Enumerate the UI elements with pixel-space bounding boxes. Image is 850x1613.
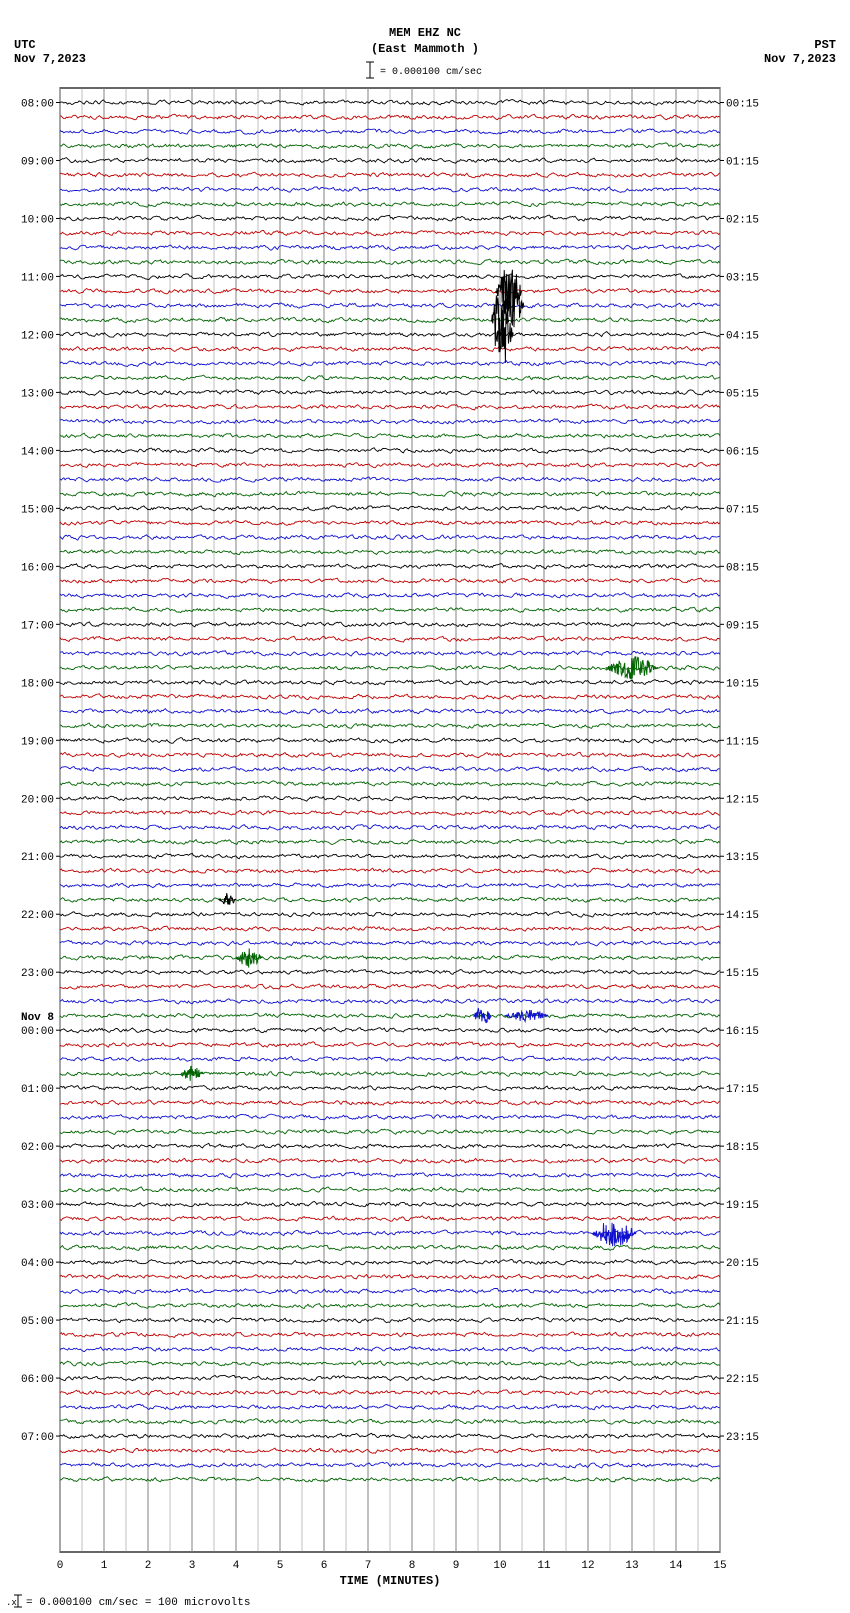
utc-hour-label: 15:00 [21,504,54,516]
utc-hour-label: 20:00 [21,794,54,806]
utc-hour-label: 02:00 [21,1142,54,1154]
utc-hour-label: 10:00 [21,214,54,226]
seismic-event [504,1010,548,1021]
pst-hour-label: 00:15 [726,98,759,110]
scale-label: = 0.000100 cm/sec [380,66,482,78]
xtick-label: 7 [365,1560,372,1572]
pst-hour-label: 23:15 [726,1432,759,1444]
pst-hour-label: 17:15 [726,1084,759,1096]
utc-hour-label: 07:00 [21,1432,54,1444]
pst-hour-label: 11:15 [726,736,759,748]
xtick-label: 11 [537,1560,551,1572]
pst-hour-label: 10:15 [726,678,759,690]
seismic-event [218,893,236,905]
xtick-label: 14 [669,1560,683,1572]
utc-hour-label: 03:00 [21,1200,54,1212]
xtick-label: 12 [581,1560,594,1572]
footer-text: = 0.000100 cm/sec = 100 microvolts [26,1597,250,1609]
xtick-label: 5 [277,1560,284,1572]
xtick-label: 4 [233,1560,240,1572]
pst-hour-label: 21:15 [726,1316,759,1328]
pst-hour-label: 06:15 [726,446,759,458]
seismic-event [236,948,262,967]
pst-hour-label: 04:15 [726,330,759,342]
pst-hour-label: 15:15 [726,968,759,980]
xtick-label: 1 [101,1560,108,1572]
utc-hour-label: 19:00 [21,736,54,748]
pst-hour-label: 22:15 [726,1374,759,1386]
left-tz: UTC [14,38,36,52]
pst-hour-label: 07:15 [726,504,759,516]
utc-hour-label: 22:00 [21,910,54,922]
title-line1: MEM EHZ NC [389,26,461,40]
pst-hour-label: 18:15 [726,1142,759,1154]
utc-hour-label: 08:00 [21,98,54,110]
utc-hour-label: 23:00 [21,968,54,980]
pst-hour-label: 09:15 [726,620,759,632]
pst-hour-label: 13:15 [726,852,759,864]
pst-hour-label: 08:15 [726,562,759,574]
utc-hour-label: 17:00 [21,620,54,632]
utc-hour-label: 00:00 [21,1026,54,1038]
utc-hour-label: 06:00 [21,1374,54,1386]
utc-hour-label: 12:00 [21,330,54,342]
xtick-label: 6 [321,1560,328,1572]
pst-hour-label: 19:15 [726,1200,759,1212]
pst-hour-label: 16:15 [726,1026,759,1038]
utc-hour-label: 05:00 [21,1316,54,1328]
utc-hour-label: 04:00 [21,1258,54,1270]
xtick-label: 10 [493,1560,506,1572]
utc-hour-label: 11:00 [21,272,54,284]
pst-hour-label: 03:15 [726,272,759,284]
pst-hour-label: 14:15 [726,910,759,922]
utc-hour-label: 14:00 [21,446,54,458]
xtick-label: 2 [145,1560,152,1572]
utc-hour-label: 16:00 [21,562,54,574]
x-axis-label: TIME (MINUTES) [340,1574,441,1588]
xtick-label: 8 [409,1560,416,1572]
title-line2: (East Mammoth ) [371,42,479,56]
xtick-label: 15 [713,1560,726,1572]
utc-hour-label: 01:00 [21,1084,54,1096]
left-date: Nov 7,2023 [14,52,86,66]
seismogram-plot: MEM EHZ NC (East Mammoth ) = 0.000100 cm/s… [0,0,850,1613]
footer-prefix: .x [6,1598,17,1608]
right-tz: PST [814,38,836,52]
utc-hour-label: 13:00 [21,388,54,400]
pst-hour-label: 20:15 [726,1258,759,1270]
pst-hour-label: 01:15 [726,156,759,168]
utc-hour-label: 09:00 [21,156,54,168]
pst-hour-label: 05:15 [726,388,759,400]
xtick-label: 3 [189,1560,196,1572]
right-date: Nov 7,2023 [764,52,836,66]
date-break-label: Nov 8 [21,1012,54,1024]
pst-hour-label: 12:15 [726,794,759,806]
seismic-event [592,1223,636,1247]
utc-hour-label: 21:00 [21,852,54,864]
xtick-label: 0 [57,1560,64,1572]
xtick-label: 13 [625,1560,638,1572]
seismic-event [474,1008,492,1023]
pst-hour-label: 02:15 [726,214,759,226]
xtick-label: 9 [453,1560,460,1572]
utc-hour-label: 18:00 [21,678,54,690]
